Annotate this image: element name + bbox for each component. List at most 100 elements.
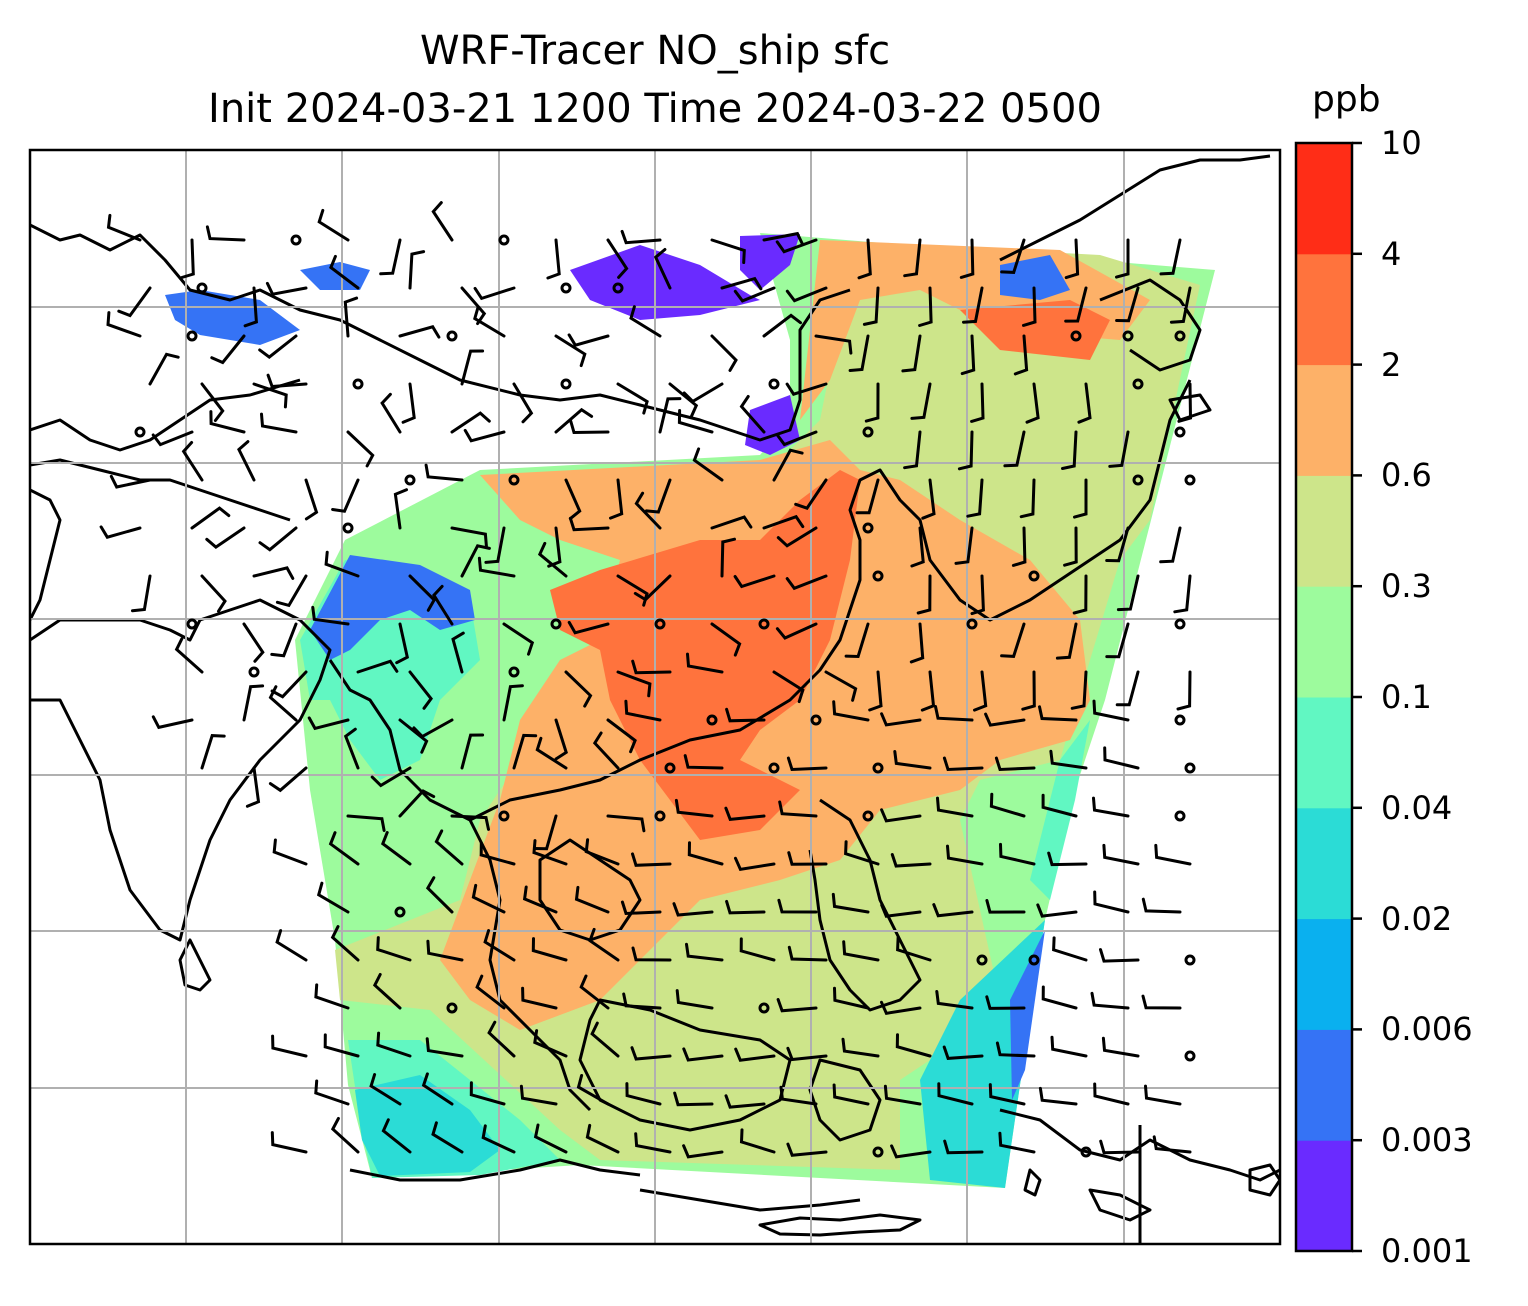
wind-barb (151, 430, 194, 447)
wind-barb (739, 937, 776, 962)
colorbar-cell (1296, 1140, 1352, 1252)
wind-barb (252, 566, 295, 580)
field-region-red-orange (550, 470, 860, 840)
wind-barb (369, 1073, 402, 1106)
wind-barb (1169, 286, 1192, 324)
wind-barb (380, 831, 412, 866)
wind-barb (1047, 851, 1088, 867)
wind-barb (725, 899, 766, 915)
wind-barb (564, 670, 593, 708)
calm-marker (1132, 378, 1144, 390)
map-subtitle: Init 2024-03-21 1200 Time 2024-03-22 050… (208, 86, 1102, 132)
calm-marker (342, 522, 354, 534)
wind-barb (151, 715, 194, 730)
calm-marker (654, 810, 666, 822)
wind-barb (1070, 670, 1088, 710)
colorbar-unit-label: ppb (1312, 79, 1381, 120)
wind-barb (616, 382, 649, 415)
wind-barb (739, 1128, 776, 1154)
colorbar-tick-label: 0.006 (1381, 1010, 1473, 1049)
wind-barb (620, 229, 662, 245)
wind-barb (733, 286, 776, 303)
colorbar-cell (1296, 807, 1352, 920)
calm-marker (1174, 330, 1186, 342)
colorbar-tick-label: 0.3 (1381, 567, 1432, 606)
wind-barb (592, 731, 620, 770)
wind-barb (531, 937, 568, 962)
wind-barb (777, 898, 818, 914)
field-patch-north-3 (165, 290, 300, 345)
wind-barb (720, 276, 763, 291)
wind-barb (970, 574, 985, 616)
wind-barb (554, 334, 587, 368)
wind-barb (946, 844, 984, 866)
calm-marker (862, 522, 874, 534)
wind-barb (1141, 994, 1182, 1010)
colorbar-tick-label: 0.003 (1381, 1121, 1473, 1160)
wind-barb (786, 756, 828, 772)
wind-barb (778, 800, 818, 818)
wind-barb (785, 286, 828, 303)
colorbar-cell (1296, 918, 1352, 1030)
wind-barb (775, 238, 818, 254)
wind-barb (606, 238, 629, 279)
calm-marker (1174, 618, 1186, 630)
wind-barb (180, 238, 195, 279)
colorbar-cell (1296, 475, 1352, 587)
wind-barb (762, 231, 805, 246)
wind-barb (512, 382, 534, 424)
wind-barb (242, 684, 265, 722)
calm-marker (862, 426, 874, 438)
wind-barb (1025, 382, 1040, 424)
wind-barb (962, 286, 984, 324)
wind-barb (896, 936, 932, 962)
wind-barb (1013, 334, 1029, 376)
map-title: WRF-Tracer NO_ship sfc (419, 28, 891, 74)
wind-barb (270, 670, 308, 699)
calm-marker (248, 666, 260, 678)
wind-barb (625, 1082, 662, 1106)
wind-barb (533, 1123, 568, 1154)
wind-barb (477, 556, 516, 578)
wind-barb (475, 974, 506, 1010)
wind-barb (606, 718, 637, 754)
wind-barb (685, 942, 724, 962)
wind-barb (408, 670, 433, 710)
wind-barb (431, 201, 454, 242)
wind-barb (682, 382, 724, 404)
wind-barb (481, 1124, 516, 1154)
wind-barb (270, 622, 298, 658)
wind-barb (720, 537, 736, 578)
wind-barb (779, 1085, 818, 1106)
wind-barb (381, 1118, 412, 1154)
wind-barb (880, 712, 922, 727)
wind-barb (317, 208, 350, 242)
wind-barb (1000, 622, 1026, 658)
wind-barb (408, 250, 426, 290)
wind-barb (471, 883, 506, 914)
calm-marker (758, 1002, 770, 1014)
wind-barb (683, 754, 724, 770)
wind-barb (1038, 705, 1078, 722)
wind-barb (1144, 1084, 1182, 1106)
wind-barb (724, 1094, 766, 1109)
field-patch-north-2 (740, 234, 800, 290)
wind-barb (330, 1117, 360, 1154)
wind-barb (787, 945, 828, 962)
wind-barb (1105, 526, 1130, 563)
wind-barb (934, 705, 974, 722)
wind-barb (425, 1037, 464, 1058)
wind-barb (633, 574, 672, 602)
wind-barb (616, 670, 652, 698)
wind-barb (921, 478, 936, 520)
calm-marker (446, 330, 458, 342)
wind-barb (131, 574, 152, 613)
calm-marker (498, 234, 510, 246)
wind-barb (272, 838, 308, 866)
wind-barb (880, 808, 922, 823)
calm-marker (1070, 330, 1082, 342)
wind-barb (346, 430, 375, 468)
wind-barb (1152, 1135, 1192, 1154)
wind-barb (376, 1031, 412, 1058)
calm-marker (508, 666, 520, 678)
